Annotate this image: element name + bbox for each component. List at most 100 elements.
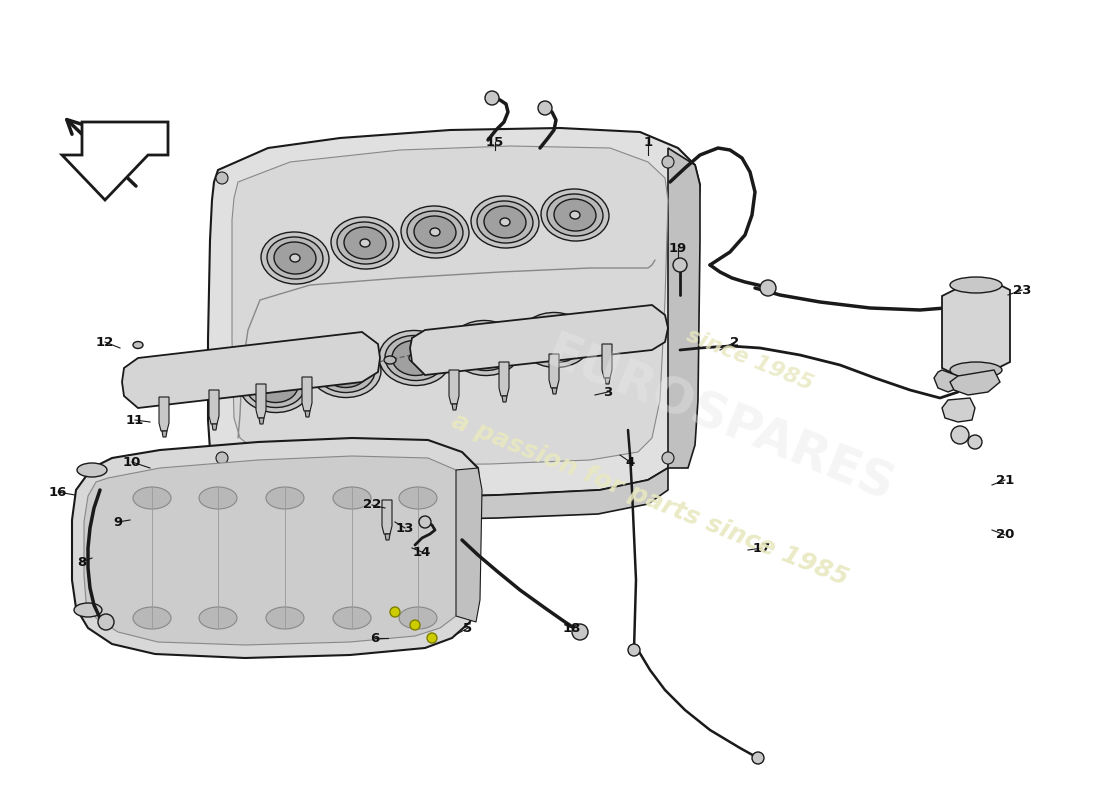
Polygon shape	[232, 146, 668, 465]
Ellipse shape	[414, 216, 456, 248]
Ellipse shape	[950, 362, 1002, 378]
Ellipse shape	[331, 217, 399, 269]
Ellipse shape	[245, 362, 305, 407]
Ellipse shape	[379, 330, 451, 386]
Ellipse shape	[471, 196, 539, 248]
Text: a passion for parts since 1985: a passion for parts since 1985	[448, 409, 851, 591]
Polygon shape	[305, 411, 310, 417]
Ellipse shape	[477, 201, 534, 243]
Text: 16: 16	[48, 486, 67, 498]
Ellipse shape	[133, 487, 170, 509]
Ellipse shape	[549, 335, 561, 345]
Ellipse shape	[547, 194, 603, 236]
Circle shape	[752, 752, 764, 764]
Text: 9: 9	[113, 515, 122, 529]
Polygon shape	[942, 282, 1010, 376]
Ellipse shape	[266, 607, 304, 629]
Polygon shape	[162, 431, 167, 437]
Circle shape	[410, 620, 420, 630]
Polygon shape	[942, 398, 975, 422]
Text: since 1985: since 1985	[684, 326, 816, 394]
Ellipse shape	[77, 463, 107, 477]
Ellipse shape	[484, 206, 526, 238]
Ellipse shape	[409, 354, 421, 362]
Text: 20: 20	[996, 529, 1014, 542]
Text: 18: 18	[563, 622, 581, 634]
Ellipse shape	[239, 358, 311, 413]
Ellipse shape	[199, 487, 236, 509]
Text: 5: 5	[463, 622, 473, 634]
Ellipse shape	[252, 367, 298, 402]
Polygon shape	[449, 370, 459, 404]
Text: 19: 19	[669, 242, 688, 254]
Ellipse shape	[344, 227, 386, 259]
Ellipse shape	[407, 211, 463, 253]
Circle shape	[662, 452, 674, 464]
Text: EUROSPARES: EUROSPARES	[539, 328, 901, 512]
Circle shape	[419, 516, 431, 528]
Ellipse shape	[322, 353, 368, 387]
Circle shape	[216, 172, 228, 184]
Ellipse shape	[500, 218, 510, 226]
Polygon shape	[122, 332, 380, 408]
Text: 4: 4	[626, 455, 635, 469]
Polygon shape	[385, 534, 390, 540]
Text: 2: 2	[730, 335, 739, 349]
Polygon shape	[382, 500, 392, 534]
Ellipse shape	[392, 341, 438, 375]
Polygon shape	[602, 344, 612, 378]
Circle shape	[628, 644, 640, 656]
Ellipse shape	[478, 343, 491, 353]
Polygon shape	[410, 305, 668, 375]
Text: 3: 3	[604, 386, 613, 398]
Polygon shape	[84, 456, 466, 645]
Circle shape	[968, 435, 982, 449]
Ellipse shape	[337, 222, 393, 264]
Text: 23: 23	[1013, 283, 1031, 297]
Polygon shape	[302, 377, 312, 411]
Ellipse shape	[333, 487, 371, 509]
Circle shape	[572, 624, 588, 640]
Polygon shape	[256, 384, 266, 418]
Ellipse shape	[267, 237, 323, 279]
Ellipse shape	[290, 254, 300, 262]
Circle shape	[98, 614, 114, 630]
Text: 22: 22	[363, 498, 381, 511]
Ellipse shape	[462, 330, 508, 366]
Polygon shape	[502, 396, 507, 402]
Ellipse shape	[309, 342, 381, 398]
Circle shape	[390, 607, 400, 617]
Ellipse shape	[455, 326, 515, 370]
Circle shape	[427, 633, 437, 643]
Ellipse shape	[270, 381, 280, 390]
Ellipse shape	[541, 189, 609, 241]
Polygon shape	[605, 378, 610, 384]
Circle shape	[662, 156, 674, 168]
Polygon shape	[258, 418, 264, 424]
Ellipse shape	[385, 335, 446, 381]
Ellipse shape	[133, 607, 170, 629]
Text: 14: 14	[412, 546, 431, 558]
Circle shape	[485, 91, 499, 105]
Text: 17: 17	[752, 542, 771, 554]
Polygon shape	[668, 148, 700, 468]
Text: 8: 8	[77, 555, 87, 569]
Ellipse shape	[449, 321, 521, 375]
Ellipse shape	[430, 228, 440, 236]
Polygon shape	[72, 438, 480, 658]
Polygon shape	[549, 354, 559, 388]
Ellipse shape	[384, 356, 396, 364]
Polygon shape	[499, 362, 509, 396]
Polygon shape	[552, 388, 557, 394]
Ellipse shape	[261, 232, 329, 284]
Circle shape	[216, 452, 228, 464]
Polygon shape	[208, 468, 668, 520]
Polygon shape	[62, 122, 168, 200]
Polygon shape	[208, 128, 700, 498]
Polygon shape	[209, 390, 219, 424]
Polygon shape	[160, 397, 169, 431]
Ellipse shape	[274, 242, 316, 274]
Text: 13: 13	[396, 522, 415, 534]
Ellipse shape	[133, 342, 143, 349]
Ellipse shape	[525, 318, 585, 362]
